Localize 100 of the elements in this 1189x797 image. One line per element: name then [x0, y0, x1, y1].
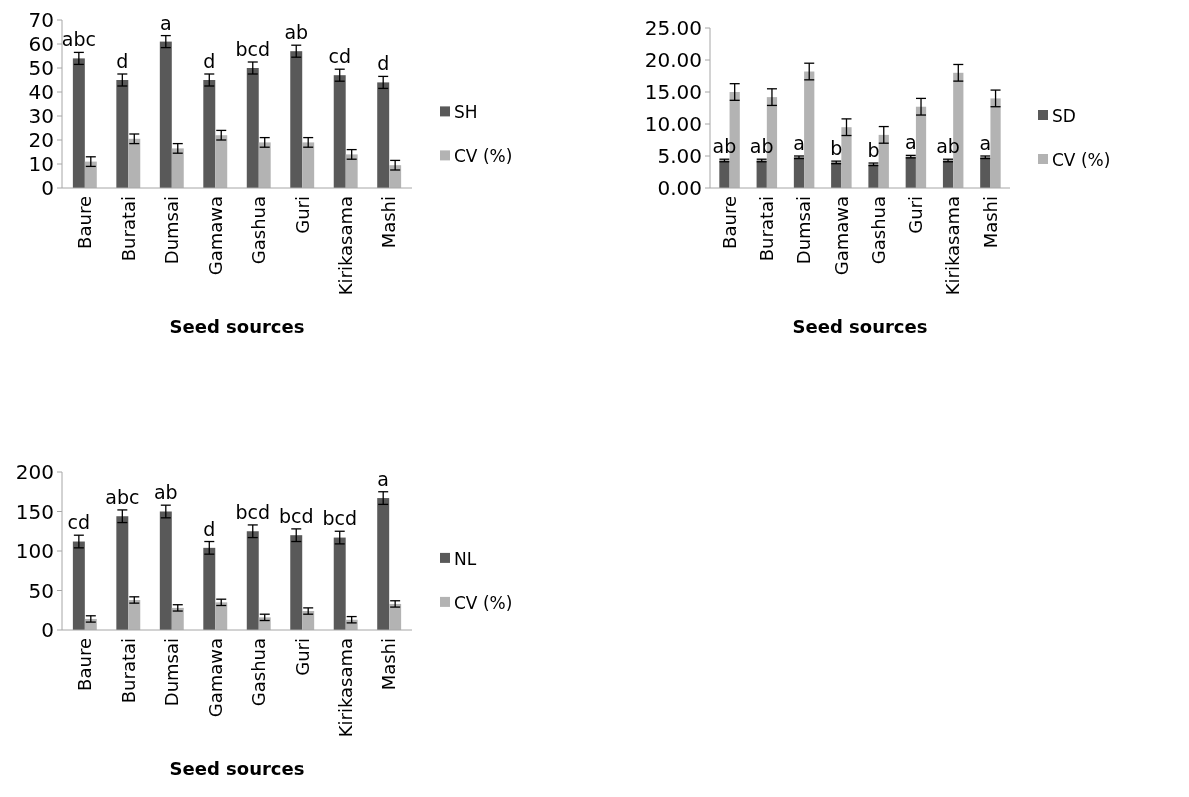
y-tick-label: 200 [15, 460, 54, 484]
annotation: bcd [322, 507, 358, 530]
bar [215, 135, 228, 188]
y-tick-label: 70 [28, 8, 54, 32]
bar [258, 617, 271, 630]
bar [159, 511, 172, 630]
legend-label: SH [454, 102, 478, 123]
x-axis-title: Seed sources [169, 316, 305, 337]
x-axis-title: Seed sources [169, 758, 305, 779]
y-tick-label: 50 [28, 56, 54, 80]
annotation: cd [67, 511, 91, 534]
bar [84, 161, 97, 188]
x-tick-label: Mashi [378, 638, 400, 691]
x-tick-label: Baure [74, 196, 96, 249]
bar [203, 80, 216, 188]
x-tick-label: Guri [291, 196, 313, 234]
x-tick-label: Mashi [979, 196, 1001, 249]
y-tick-label: 100 [15, 539, 54, 563]
y-tick-label: 40 [28, 80, 54, 104]
annotation: d [116, 50, 129, 72]
bar [942, 160, 954, 188]
bar [389, 603, 402, 630]
y-tick-label: 60 [28, 32, 54, 56]
y-tick-label: 15.00 [644, 80, 702, 104]
bar [246, 531, 259, 630]
annotation: abc [105, 485, 140, 508]
bar [980, 157, 991, 188]
x-tick-label: Dumsai [793, 196, 815, 265]
bar [246, 68, 259, 188]
y-tick-label: 20.00 [644, 48, 702, 72]
annotation: ab [712, 135, 737, 158]
x-tick-label: Buratai [756, 196, 778, 262]
legend-label: SD [1052, 105, 1076, 126]
annotation: bcd [278, 504, 314, 527]
annotation: a [793, 132, 805, 154]
bar [377, 498, 390, 630]
x-tick-label: Dumsai [161, 638, 183, 707]
bar [116, 80, 129, 188]
bar [116, 516, 129, 630]
bar [159, 41, 172, 188]
x-tick-label: Buratai [117, 638, 139, 704]
x-tick-label: Gashua [248, 196, 270, 265]
x-tick-label: Kirikasama [335, 638, 356, 738]
annotation: d [203, 517, 216, 540]
bar [841, 127, 852, 188]
annotation: a [159, 11, 172, 34]
bar [345, 154, 358, 188]
y-tick-label: 30 [28, 104, 54, 128]
x-tick-label: Kirikasama [942, 196, 964, 296]
bar [258, 142, 271, 188]
bar [878, 134, 889, 188]
annotation: bcd [235, 38, 271, 60]
y-tick-label: 0 [41, 618, 54, 642]
x-tick-label: Baure [74, 638, 96, 691]
annotation: a [979, 132, 992, 154]
bar [302, 611, 315, 630]
x-tick-label: Guri [905, 196, 927, 234]
bar [389, 165, 402, 188]
y-tick-label: 0.00 [657, 176, 702, 200]
y-tick-label: 20 [28, 128, 54, 152]
annotation: cd [328, 45, 351, 68]
bar [333, 537, 346, 630]
annotation: a [377, 467, 390, 490]
bar [831, 162, 842, 188]
annotation: ab [749, 135, 774, 158]
legend-label: NL [454, 548, 477, 569]
legend-label: CV (%) [454, 146, 513, 167]
bar [128, 138, 141, 188]
bar [719, 160, 730, 188]
bar [128, 599, 141, 630]
x-tick-label: Mashi [378, 196, 400, 249]
bar [377, 82, 390, 188]
bar [72, 58, 85, 188]
y-tick-label: 10 [28, 152, 54, 176]
annotation: abc [61, 28, 96, 51]
y-tick-label: 25.00 [644, 16, 702, 40]
bar [203, 547, 216, 630]
legend-label: CV (%) [1052, 149, 1111, 170]
bar [171, 148, 184, 188]
bar [990, 98, 1001, 188]
annotation: bcd [235, 500, 271, 523]
legend-label: CV (%) [454, 592, 513, 613]
bar [171, 607, 184, 630]
annotation: ab [153, 481, 178, 504]
x-tick-label: Buratai [117, 196, 139, 262]
bar [72, 541, 85, 630]
x-tick-label: Guri [291, 638, 313, 676]
annotation: d [377, 52, 390, 75]
y-tick-label: 5.00 [657, 144, 702, 168]
y-tick-label: 50 [28, 578, 54, 603]
x-tick-label: Kirikasama [335, 196, 356, 296]
bar [868, 164, 879, 188]
annotation: b [867, 139, 880, 162]
x-tick-label: Baure [718, 196, 740, 249]
y-tick-label: 10.00 [644, 112, 702, 136]
bar [915, 106, 927, 188]
y-tick-label: 150 [15, 499, 54, 524]
bar [302, 142, 315, 188]
y-tick-label: 0 [41, 176, 54, 200]
bar [215, 602, 228, 630]
